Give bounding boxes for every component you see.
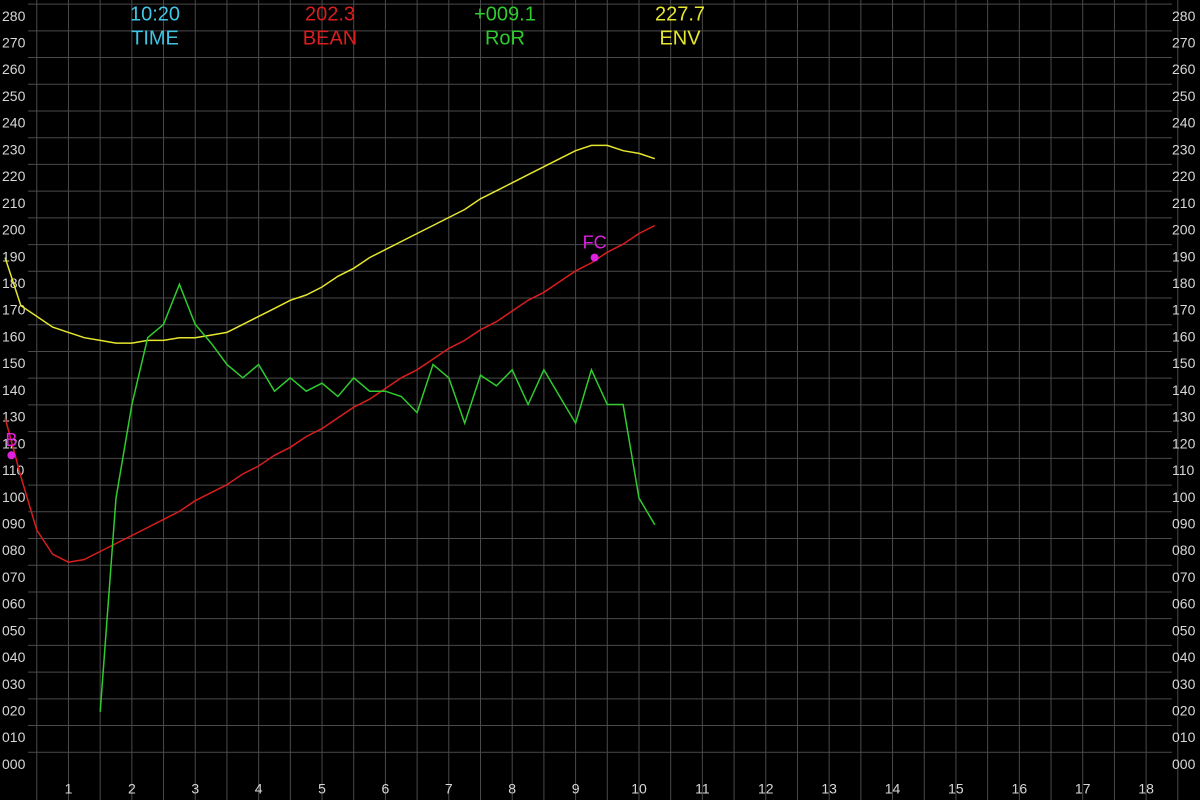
readout-label: RoR [485, 27, 525, 49]
x-tick-label: 18 [1138, 781, 1154, 797]
event-marker [7, 451, 16, 460]
y-tick-label: 060 [2, 596, 26, 612]
x-tick-label: 6 [382, 781, 390, 797]
series-line [4, 144, 656, 344]
x-tick-label: 14 [885, 781, 901, 797]
y-tick-label-right: 220 [1172, 168, 1196, 184]
y-tick-label-right: 260 [1172, 61, 1196, 77]
y-tick-label-right: 010 [1172, 729, 1196, 745]
x-tick-label: 11 [695, 781, 710, 797]
x-tick-label: 15 [948, 781, 964, 797]
x-tick-label: 7 [445, 781, 453, 797]
y-tick-label: 210 [2, 195, 26, 211]
y-tick-label: 250 [2, 88, 26, 104]
readout-value: 227.7 [655, 3, 705, 25]
y-tick-label-right: 170 [1172, 302, 1196, 318]
x-tick-label: 2 [128, 781, 136, 797]
y-tick-label: 140 [2, 382, 26, 398]
series-line [4, 224, 656, 563]
y-tick-label-right: 110 [1172, 462, 1195, 478]
y-tick-label: 170 [2, 302, 26, 318]
y-tick-label-right: 030 [1172, 676, 1196, 692]
y-tick-label: 200 [2, 222, 26, 238]
y-tick-label-right: 040 [1172, 649, 1196, 665]
x-tick-label: 8 [508, 781, 516, 797]
x-tick-label: 12 [758, 781, 774, 797]
event-label: FC [583, 232, 607, 252]
y-tick-label: 240 [2, 115, 26, 131]
y-tick-label-right: 090 [1172, 515, 1196, 531]
y-tick-label: 020 [2, 703, 26, 719]
y-tick-label-right: 070 [1172, 569, 1196, 585]
y-tick-label-right: 180 [1172, 275, 1196, 291]
y-tick-label-right: 050 [1172, 622, 1196, 638]
readout-label: TIME [131, 27, 179, 49]
y-tick-label: 090 [2, 515, 26, 531]
y-tick-label-right: 270 [1172, 35, 1196, 51]
x-tick-label: 3 [191, 781, 199, 797]
x-tick-label: 16 [1012, 781, 1028, 797]
y-tick-label-right: 140 [1172, 382, 1196, 398]
y-tick-label: 130 [2, 409, 26, 425]
readout-label: BEAN [303, 27, 357, 49]
y-tick-label-right: 000 [1172, 756, 1196, 772]
x-tick-label: 4 [255, 781, 263, 797]
event-label: B [5, 430, 17, 450]
y-tick-label: 190 [2, 248, 26, 264]
y-tick-label-right: 200 [1172, 222, 1196, 238]
x-tick-label: 1 [65, 781, 73, 797]
y-tick-label: 100 [2, 489, 26, 505]
y-tick-label-right: 080 [1172, 542, 1196, 558]
y-tick-label-right: 190 [1172, 248, 1196, 264]
x-tick-label: 10 [631, 781, 647, 797]
x-tick-label: 9 [572, 781, 580, 797]
y-tick-label-right: 120 [1172, 435, 1196, 451]
y-tick-label: 160 [2, 328, 26, 344]
readout-label: ENV [659, 27, 701, 49]
x-tick-label: 5 [318, 781, 326, 797]
y-tick-label-right: 130 [1172, 409, 1196, 425]
y-tick-label-right: 250 [1172, 88, 1196, 104]
y-tick-label: 030 [2, 676, 26, 692]
x-tick-label: 17 [1075, 781, 1091, 797]
readout-value: 202.3 [305, 3, 355, 25]
y-tick-label: 010 [2, 729, 26, 745]
y-tick-label: 000 [2, 756, 26, 772]
y-tick-label-right: 060 [1172, 596, 1196, 612]
y-tick-label: 230 [2, 141, 26, 157]
y-tick-label-right: 150 [1172, 355, 1196, 371]
y-tick-label: 150 [2, 355, 26, 371]
y-tick-label: 050 [2, 622, 26, 638]
x-tick-label: 13 [821, 781, 837, 797]
series-line [99, 282, 656, 712]
y-tick-label-right: 160 [1172, 328, 1196, 344]
y-tick-label: 110 [2, 462, 25, 478]
y-tick-label: 260 [2, 61, 26, 77]
y-tick-label: 280 [2, 8, 26, 24]
y-tick-label-right: 100 [1172, 489, 1196, 505]
y-tick-label: 080 [2, 542, 26, 558]
y-tick-label: 270 [2, 35, 26, 51]
y-tick-label-right: 240 [1172, 115, 1196, 131]
y-tick-label: 120 [2, 435, 26, 451]
y-tick-label: 070 [2, 569, 26, 585]
readout-value: 10:20 [130, 3, 180, 25]
y-tick-label-right: 280 [1172, 8, 1196, 24]
y-tick-label-right: 020 [1172, 703, 1196, 719]
y-tick-label: 040 [2, 649, 26, 665]
event-marker [590, 253, 599, 262]
y-tick-label-right: 230 [1172, 141, 1196, 157]
readout-value: +009.1 [474, 3, 536, 25]
y-tick-label: 220 [2, 168, 26, 184]
y-tick-label-right: 210 [1172, 195, 1196, 211]
